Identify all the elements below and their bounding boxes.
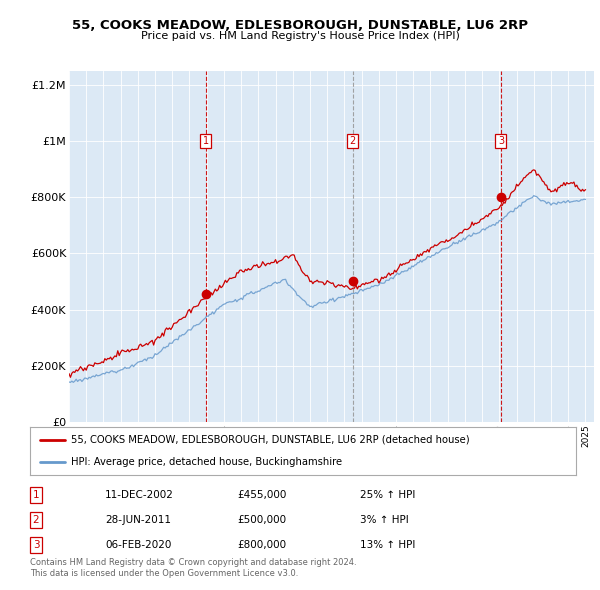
Text: This data is licensed under the Open Government Licence v3.0.: This data is licensed under the Open Gov… xyxy=(30,569,298,578)
Text: 13% ↑ HPI: 13% ↑ HPI xyxy=(360,540,415,550)
Text: HPI: Average price, detached house, Buckinghamshire: HPI: Average price, detached house, Buck… xyxy=(71,457,342,467)
Text: 11-DEC-2002: 11-DEC-2002 xyxy=(105,490,174,500)
Text: 55, COOKS MEADOW, EDLESBOROUGH, DUNSTABLE, LU6 2RP (detached house): 55, COOKS MEADOW, EDLESBOROUGH, DUNSTABL… xyxy=(71,435,470,445)
Text: 1: 1 xyxy=(203,136,209,146)
Text: £500,000: £500,000 xyxy=(237,515,286,525)
Text: 3: 3 xyxy=(498,136,504,146)
Text: 06-FEB-2020: 06-FEB-2020 xyxy=(105,540,172,550)
Text: Contains HM Land Registry data © Crown copyright and database right 2024.: Contains HM Land Registry data © Crown c… xyxy=(30,558,356,566)
Text: 3% ↑ HPI: 3% ↑ HPI xyxy=(360,515,409,525)
Text: £455,000: £455,000 xyxy=(237,490,286,500)
Text: 2: 2 xyxy=(350,136,356,146)
Text: 28-JUN-2011: 28-JUN-2011 xyxy=(105,515,171,525)
Text: 1: 1 xyxy=(32,490,40,500)
Text: 3: 3 xyxy=(32,540,40,550)
Text: 55, COOKS MEADOW, EDLESBOROUGH, DUNSTABLE, LU6 2RP: 55, COOKS MEADOW, EDLESBOROUGH, DUNSTABL… xyxy=(72,19,528,32)
Text: £800,000: £800,000 xyxy=(237,540,286,550)
Text: 2: 2 xyxy=(32,515,40,525)
Text: 25% ↑ HPI: 25% ↑ HPI xyxy=(360,490,415,500)
Text: Price paid vs. HM Land Registry's House Price Index (HPI): Price paid vs. HM Land Registry's House … xyxy=(140,31,460,41)
